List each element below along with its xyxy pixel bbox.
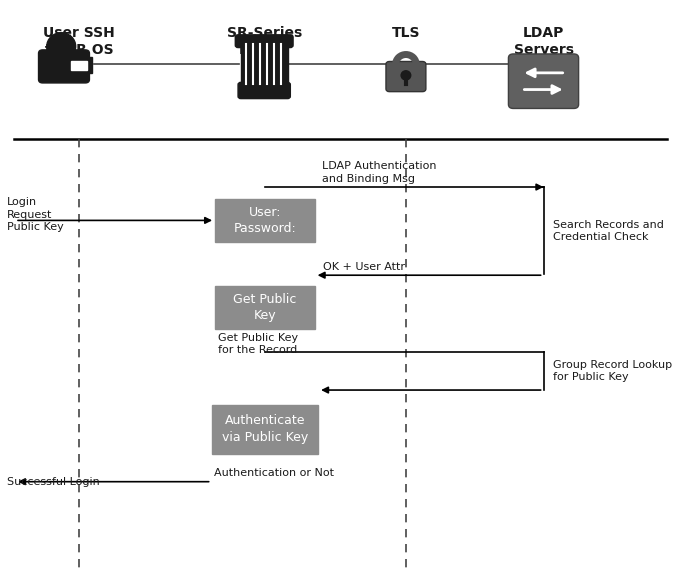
FancyBboxPatch shape [215,198,314,242]
Text: Authenticate
via Public Key: Authenticate via Public Key [222,415,308,444]
FancyBboxPatch shape [238,82,290,99]
Text: TLS: TLS [391,26,420,40]
FancyBboxPatch shape [68,57,92,72]
FancyBboxPatch shape [241,41,288,87]
Text: Successful Login: Successful Login [7,477,100,487]
Text: User SSH
to SR OS: User SSH to SR OS [43,26,115,57]
FancyBboxPatch shape [386,61,426,92]
Text: Search Records and
Credential Check: Search Records and Credential Check [553,220,664,242]
FancyBboxPatch shape [39,50,89,83]
FancyBboxPatch shape [212,405,318,454]
FancyBboxPatch shape [71,61,87,70]
Ellipse shape [401,71,411,80]
FancyBboxPatch shape [508,54,579,108]
Text: Get Public
Key: Get Public Key [233,293,297,322]
Text: Authentication or Not: Authentication or Not [215,468,334,478]
FancyBboxPatch shape [215,286,314,329]
Text: OK + User Attr: OK + User Attr [323,262,405,273]
FancyBboxPatch shape [235,35,293,48]
Text: LDAP
Servers: LDAP Servers [513,26,574,57]
Text: Login
Request
Public Key: Login Request Public Key [7,197,63,232]
Text: LDAP Authentication
and Binding Msg: LDAP Authentication and Binding Msg [322,161,436,183]
Text: User:
Password:: User: Password: [233,206,297,235]
Text: Group Record Lookup
for Public Key: Group Record Lookup for Public Key [553,360,672,382]
Text: SR-Series
Router: SR-Series Router [227,26,303,57]
Text: Get Public Key
for the Record: Get Public Key for the Record [217,333,298,355]
Ellipse shape [47,32,76,60]
